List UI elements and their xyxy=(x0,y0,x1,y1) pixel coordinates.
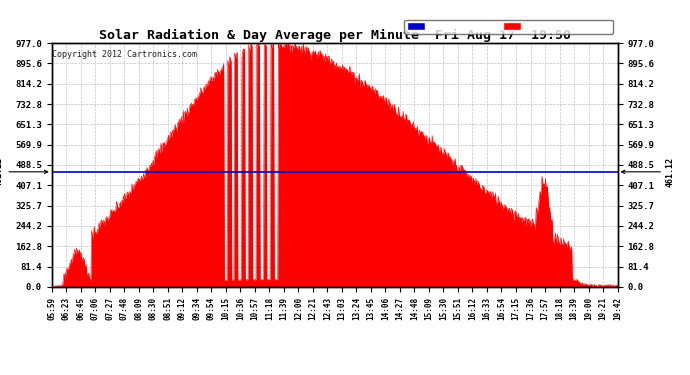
Text: Copyright 2012 Cartronics.com: Copyright 2012 Cartronics.com xyxy=(52,51,197,59)
Text: 461.12: 461.12 xyxy=(622,157,675,187)
Text: 461.12: 461.12 xyxy=(0,157,48,187)
Legend: Median (w/m2), Radiation (w/m2): Median (w/m2), Radiation (w/m2) xyxy=(404,20,613,34)
Title: Solar Radiation & Day Average per Minute  Fri Aug 17  19:50: Solar Radiation & Day Average per Minute… xyxy=(99,29,571,42)
